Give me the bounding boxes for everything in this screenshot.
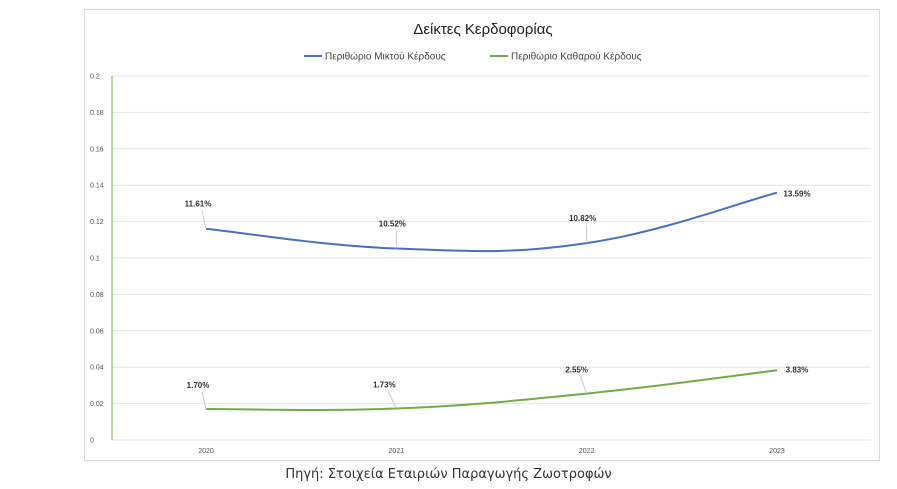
chart-title: Δείκτες Κερδοφορίας (413, 21, 552, 38)
x-axis: 2020 2021 2022 2023 (198, 448, 785, 455)
y-tick-label: 0.1 (90, 256, 100, 263)
leader-line (201, 210, 207, 229)
data-labels: 11.61% 10.52% 10.82% 13.59% 1.70% 1.73% 2.55% 3… (185, 190, 811, 410)
line-chart: Δείκτες Κερδοφορίας Περιθώριο Μικτού Κέρ… (90, 21, 871, 455)
y-tick-label: 0.14 (90, 183, 104, 190)
x-tick-label: 2021 (389, 448, 405, 455)
legend-label: Περιθώριο Καθαρού Κέρδους (511, 51, 642, 63)
chart-frame: Δείκτες Κερδοφορίας Περιθώριο Μικτού Κέρ… (84, 9, 880, 461)
x-tick-label: 2020 (198, 448, 214, 455)
data-label: 11.61% (185, 200, 212, 209)
gridlines (112, 75, 871, 441)
data-label: 10.82% (569, 214, 596, 223)
data-label: 2.55% (565, 366, 588, 375)
y-tick-label: 0.18 (90, 110, 104, 117)
series-line (205, 369, 778, 412)
x-tick-label: 2022 (579, 448, 595, 455)
y-tick-label: 0 (90, 438, 94, 445)
leader-line (387, 391, 397, 409)
y-tick-label: 0.2 (90, 74, 100, 81)
series-group (205, 191, 778, 412)
data-label: 1.70% (187, 381, 210, 390)
y-tick-label: 0.16 (90, 146, 104, 153)
series-line (205, 191, 778, 253)
leader-line (580, 376, 588, 394)
y-tick-label: 0.06 (90, 328, 104, 335)
x-tick-label: 2023 (769, 448, 785, 455)
legend-label: Περιθώριο Μικτού Κέρδους (325, 51, 446, 63)
leader-line (201, 391, 207, 410)
data-label: 1.73% (373, 381, 396, 390)
y-tick-label: 0.02 (90, 401, 104, 408)
y-tick-label: 0.04 (90, 365, 104, 372)
data-label: 3.83% (786, 365, 809, 374)
y-axis: 0 0.02 0.04 0.06 0.08 0.1 0.12 0.14 0.16 0.18 0.2 (90, 74, 113, 445)
source-caption: Πηγή: Στοιχεία Εταιριών Παραγωγής Ζωοτρο… (285, 467, 612, 482)
y-tick-label: 0.08 (90, 292, 104, 299)
data-label: 13.59% (783, 190, 810, 199)
data-label: 10.52% (379, 220, 406, 229)
legend: Περιθώριο Μικτού Κέρδους Περιθώριο Καθαρο… (304, 51, 642, 63)
y-tick-label: 0.12 (90, 219, 104, 226)
